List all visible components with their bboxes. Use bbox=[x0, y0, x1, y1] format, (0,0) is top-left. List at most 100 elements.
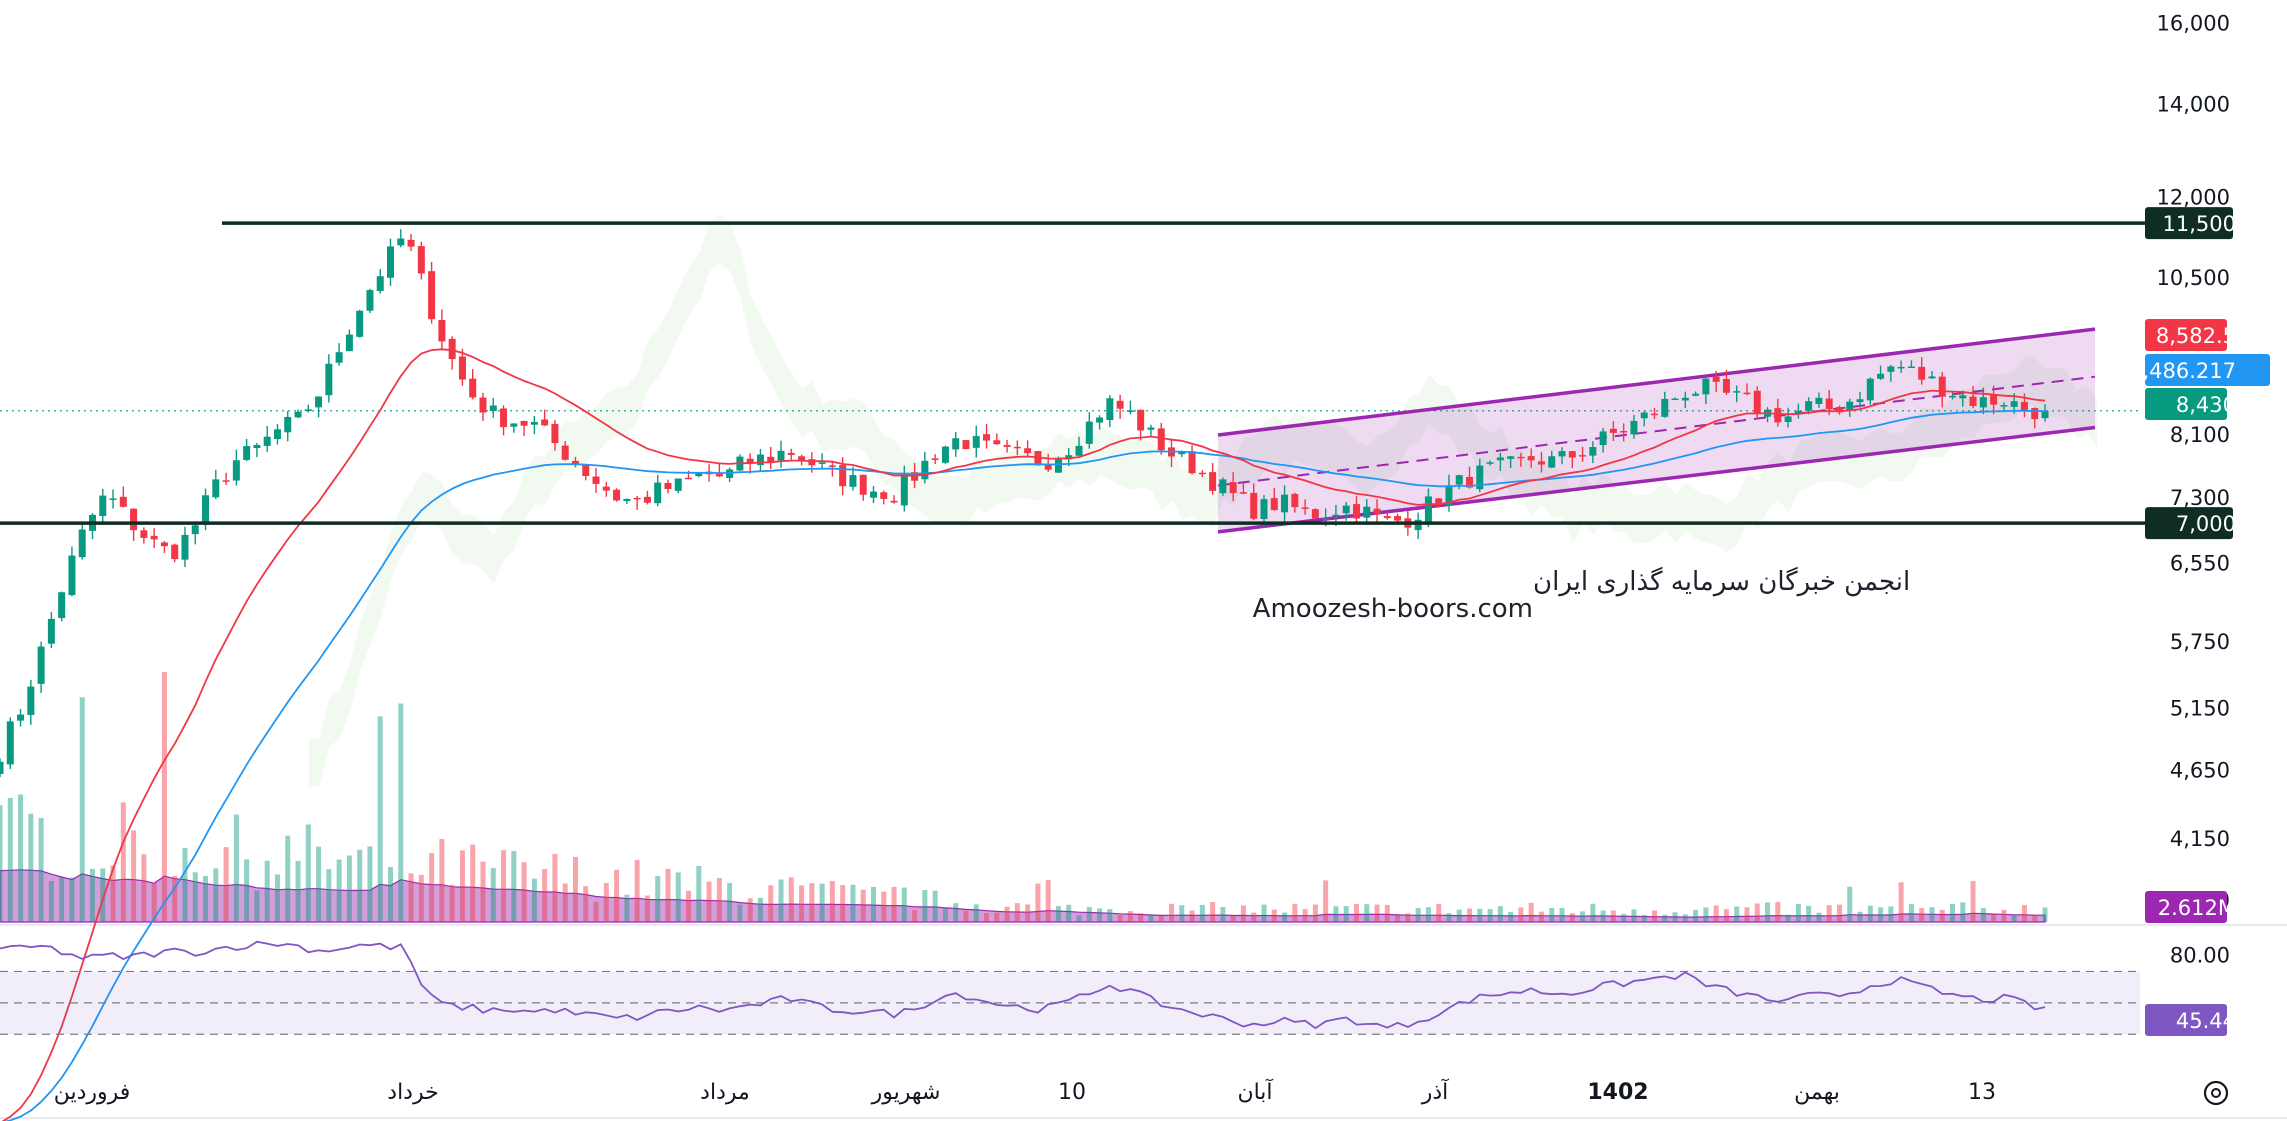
candle-body bbox=[1774, 408, 1782, 423]
volume-bar bbox=[1867, 905, 1873, 922]
candle-body bbox=[520, 420, 528, 426]
candle-body bbox=[366, 290, 374, 311]
candle-body bbox=[1342, 505, 1350, 514]
candle-body bbox=[1414, 519, 1422, 531]
volume-bar bbox=[223, 847, 229, 922]
candle-body bbox=[2010, 401, 2018, 407]
candle-body bbox=[1250, 492, 1258, 519]
candle-body bbox=[551, 423, 559, 444]
candle-body bbox=[972, 436, 980, 448]
candle-body bbox=[150, 535, 158, 540]
volume-bar bbox=[1138, 913, 1144, 922]
candle-body bbox=[222, 480, 230, 482]
candle-body bbox=[1003, 444, 1011, 447]
volume-bar bbox=[809, 883, 815, 922]
volume-bar bbox=[1518, 907, 1524, 922]
candle-body bbox=[952, 438, 960, 450]
candle-body bbox=[582, 464, 590, 477]
volume-bar bbox=[2001, 909, 2007, 922]
candle-body bbox=[1044, 464, 1052, 470]
ema-slow-line bbox=[4, 409, 2045, 1121]
candle-body bbox=[119, 496, 127, 507]
volume-bar bbox=[984, 913, 990, 922]
y-tick-label: 14,000 bbox=[2157, 92, 2230, 116]
candle-body bbox=[1825, 398, 1833, 410]
volume-bar bbox=[891, 886, 897, 922]
volume-bar bbox=[1549, 908, 1555, 922]
volume-bar bbox=[1816, 912, 1822, 922]
grid-lines bbox=[0, 410, 2287, 1119]
volume-bar bbox=[1497, 906, 1503, 922]
volume-bar bbox=[336, 859, 342, 922]
volume-bar bbox=[398, 703, 404, 922]
candle-body bbox=[58, 592, 66, 619]
x-tick-label: فروردین bbox=[54, 1080, 131, 1105]
volume-bar bbox=[1970, 880, 1976, 922]
candle-body bbox=[1239, 492, 1247, 494]
volume-bar bbox=[429, 853, 435, 922]
candle-body bbox=[1291, 493, 1299, 508]
volume-bar bbox=[614, 869, 620, 922]
candle-body bbox=[140, 530, 148, 538]
candle-body bbox=[1640, 412, 1648, 419]
volume-bar bbox=[1847, 886, 1853, 922]
candle-body bbox=[695, 472, 703, 477]
volume-bar bbox=[675, 872, 681, 922]
volume-bar bbox=[357, 849, 363, 922]
candle-body bbox=[171, 544, 179, 560]
candle-body bbox=[1075, 445, 1083, 456]
candle-body bbox=[1805, 401, 1813, 411]
candle-body bbox=[1383, 516, 1391, 519]
volume-bar bbox=[1333, 906, 1339, 922]
volume-bar bbox=[1908, 904, 1914, 922]
candle-body bbox=[489, 405, 497, 412]
volume-bar bbox=[953, 903, 959, 922]
candle-body bbox=[356, 310, 364, 337]
cloud-area bbox=[308, 214, 2097, 787]
volume-bar bbox=[203, 875, 209, 922]
candle-body bbox=[1609, 428, 1617, 433]
volume-bar bbox=[1795, 904, 1801, 922]
rsi-badge: 45.44 bbox=[2176, 1009, 2236, 1033]
volume-bar bbox=[1713, 905, 1719, 922]
volume-bar bbox=[901, 887, 907, 922]
candle-body bbox=[397, 238, 405, 246]
volume-bar bbox=[840, 885, 846, 922]
candle-body bbox=[1620, 430, 1628, 433]
volume-bar bbox=[1261, 904, 1267, 922]
candle-body bbox=[469, 378, 477, 398]
candle-body bbox=[1959, 395, 1967, 399]
candle-body bbox=[859, 474, 867, 495]
candle-body bbox=[767, 456, 775, 462]
candle-body bbox=[1188, 451, 1196, 474]
settings-icon[interactable] bbox=[2203, 1080, 2229, 1106]
candle-body bbox=[438, 320, 446, 342]
price-axis: 16,000 14,000 12,000 10,500 8,100 7,300 6,550 5… bbox=[2157, 12, 2230, 968]
rsi-tick-label: 80.00 bbox=[2170, 944, 2230, 968]
volume-bar bbox=[1415, 907, 1421, 922]
candle-body bbox=[1322, 518, 1330, 521]
candle-body bbox=[530, 421, 538, 425]
level-badge-bg bbox=[2145, 207, 2233, 240]
y-tick-label: 7,300 bbox=[2170, 486, 2230, 510]
candle-body bbox=[1681, 397, 1689, 401]
candle-body bbox=[345, 334, 353, 352]
volume-bar bbox=[305, 824, 311, 922]
candle-body bbox=[746, 458, 754, 463]
time-axis: فروردین خرداد مرداد شهریور 10 آبان آذر 1402 بهمن… bbox=[54, 1078, 1996, 1105]
candle-body bbox=[1599, 431, 1607, 446]
volume-bar bbox=[0, 805, 3, 922]
volume-bar bbox=[1436, 903, 1442, 922]
x-tick-label: 1402 bbox=[1587, 1080, 1648, 1105]
volume-bar bbox=[172, 875, 178, 922]
candle-body bbox=[2031, 408, 2039, 420]
moving-averages bbox=[1, 348, 2046, 1121]
candle-body bbox=[869, 491, 877, 498]
volume-bar bbox=[1765, 902, 1771, 922]
candle-body bbox=[931, 458, 939, 460]
candle-body bbox=[325, 363, 333, 396]
candle-body bbox=[1856, 399, 1864, 403]
volume-bar bbox=[2021, 905, 2027, 922]
watermark-line-1: انجمن خبرگان سرمایه گذاری ایران bbox=[1533, 566, 1910, 597]
